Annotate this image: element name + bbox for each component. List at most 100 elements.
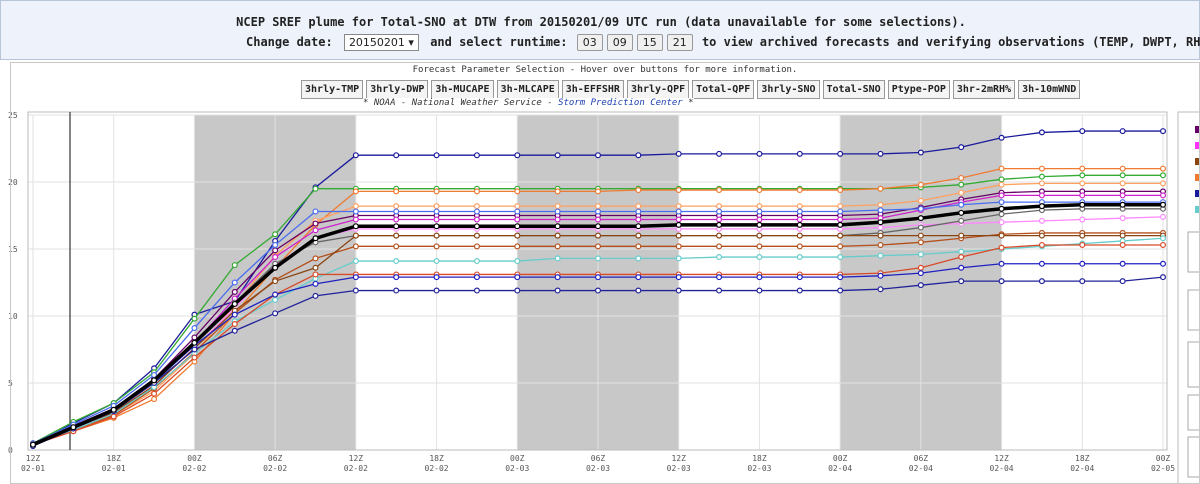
data-point bbox=[917, 197, 924, 204]
data-point bbox=[716, 187, 723, 194]
parameter-button[interactable]: 3h-MUCAPE bbox=[431, 80, 494, 99]
data-point bbox=[877, 185, 884, 192]
data-point bbox=[716, 254, 723, 261]
data-point bbox=[635, 216, 642, 223]
data-point bbox=[1038, 203, 1045, 210]
panel-title: Forecast Parameter Selection - Hover ove… bbox=[412, 65, 798, 75]
data-point bbox=[1159, 165, 1166, 172]
parameter-button[interactable]: 3hrly-DWP bbox=[366, 80, 429, 99]
data-point bbox=[473, 208, 480, 215]
data-point bbox=[877, 272, 884, 279]
data-point bbox=[514, 208, 521, 215]
data-point bbox=[837, 232, 844, 239]
data-point bbox=[675, 255, 682, 262]
x-tick-label: 02-01 bbox=[102, 464, 126, 473]
data-point bbox=[433, 216, 440, 223]
data-point bbox=[514, 274, 521, 281]
data-point bbox=[1038, 278, 1045, 285]
data-point bbox=[675, 208, 682, 215]
legend-swatch bbox=[1195, 190, 1200, 197]
data-point bbox=[837, 254, 844, 261]
data-point bbox=[1159, 213, 1166, 220]
data-point bbox=[554, 243, 561, 250]
parameter-button[interactable]: 3h-EFFSHR bbox=[561, 80, 624, 99]
data-point bbox=[272, 254, 279, 261]
data-point bbox=[1159, 128, 1166, 135]
data-point bbox=[352, 232, 359, 239]
data-point bbox=[191, 339, 198, 346]
data-point bbox=[837, 187, 844, 194]
data-point bbox=[1038, 217, 1045, 224]
data-point bbox=[675, 243, 682, 250]
data-point bbox=[272, 291, 279, 298]
data-point bbox=[716, 243, 723, 250]
data-point bbox=[272, 278, 279, 285]
data-point bbox=[1119, 180, 1126, 187]
x-tick-label: 18Z bbox=[106, 454, 121, 463]
parameter-button[interactable]: Ptype-POP bbox=[887, 80, 950, 99]
data-point bbox=[231, 288, 238, 295]
data-point bbox=[554, 188, 561, 195]
parameter-button[interactable]: 3h-MLCAPE bbox=[496, 80, 559, 99]
x-tick-label: 02-02 bbox=[263, 464, 287, 473]
data-point bbox=[796, 243, 803, 250]
data-point bbox=[998, 205, 1005, 212]
data-point bbox=[998, 232, 1005, 239]
data-point bbox=[393, 258, 400, 265]
data-point bbox=[514, 216, 521, 223]
x-tick-label: 00Z bbox=[1156, 454, 1171, 463]
data-point bbox=[635, 274, 642, 281]
runtime-button[interactable]: 03 bbox=[576, 34, 603, 51]
data-point bbox=[1119, 241, 1126, 248]
data-point bbox=[635, 232, 642, 239]
x-tick-label: 18Z bbox=[752, 454, 767, 463]
data-point bbox=[1119, 278, 1126, 285]
data-point bbox=[393, 208, 400, 215]
parameter-button[interactable]: 3h-10mWND bbox=[1018, 80, 1081, 99]
data-point bbox=[958, 174, 965, 181]
data-point bbox=[917, 251, 924, 258]
data-point bbox=[594, 287, 601, 294]
data-point bbox=[1119, 128, 1126, 135]
data-point bbox=[514, 232, 521, 239]
data-point bbox=[554, 287, 561, 294]
runtime-button[interactable]: 21 bbox=[666, 34, 693, 51]
parameter-button[interactable]: Total-SNO bbox=[822, 80, 885, 99]
data-point bbox=[554, 208, 561, 215]
parameter-button[interactable]: 3hrly-QPF bbox=[626, 80, 690, 99]
data-point bbox=[1038, 241, 1045, 248]
data-point bbox=[998, 278, 1005, 285]
data-point bbox=[352, 208, 359, 215]
label: and select runtime: bbox=[430, 35, 568, 49]
data-point bbox=[272, 264, 279, 271]
data-point bbox=[352, 287, 359, 294]
data-point bbox=[352, 243, 359, 250]
parameter-button[interactable]: 3hr-2mRH% bbox=[952, 80, 1016, 99]
data-point bbox=[312, 264, 319, 271]
x-tick-label: 02-03 bbox=[747, 464, 771, 473]
date-select[interactable]: 20150201 ▾ bbox=[343, 34, 419, 51]
data-point bbox=[796, 208, 803, 215]
data-point bbox=[594, 223, 601, 230]
runtime-button[interactable]: 15 bbox=[636, 34, 663, 51]
runtime-button[interactable]: 09 bbox=[606, 34, 633, 51]
parameter-button[interactable]: Total-QPF bbox=[692, 80, 755, 99]
data-point bbox=[352, 152, 359, 159]
data-point bbox=[635, 255, 642, 262]
panel: Forecast Parameter Selection - Hover ove… bbox=[10, 62, 1200, 484]
data-point bbox=[1079, 278, 1086, 285]
data-point bbox=[1038, 232, 1045, 239]
credit-link[interactable]: Storm Prediction Center bbox=[558, 98, 683, 108]
data-point bbox=[352, 274, 359, 281]
data-point bbox=[675, 221, 682, 228]
x-tick-label: 02-04 bbox=[828, 464, 852, 473]
x-tick-label: 12Z bbox=[671, 454, 686, 463]
sidebar-box bbox=[1187, 231, 1200, 273]
data-point bbox=[1159, 260, 1166, 267]
data-point bbox=[1038, 129, 1045, 136]
parameter-button[interactable]: 3hrly-TMP bbox=[301, 80, 364, 99]
sidebar-box bbox=[1187, 436, 1200, 478]
data-point bbox=[675, 274, 682, 281]
data-point bbox=[393, 223, 400, 230]
parameter-button[interactable]: 3hrly-SNO bbox=[757, 80, 820, 99]
